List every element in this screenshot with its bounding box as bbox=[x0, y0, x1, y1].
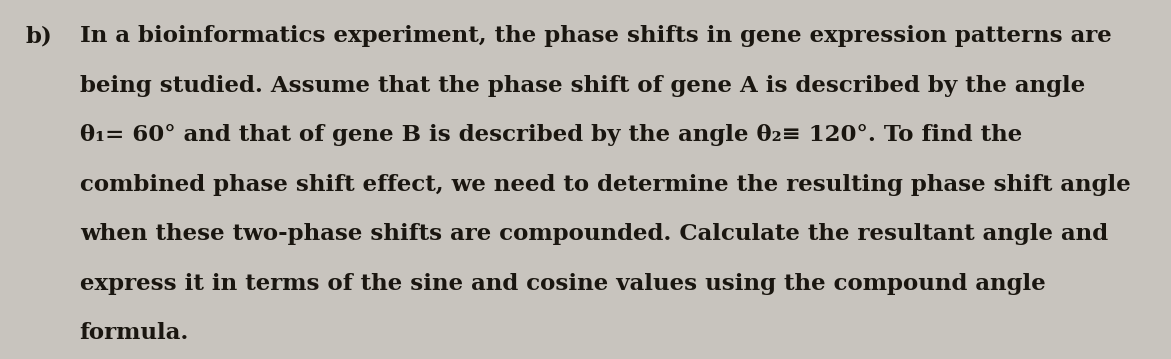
Text: In a bioinformatics experiment, the phase shifts in gene expression patterns are: In a bioinformatics experiment, the phas… bbox=[80, 25, 1111, 47]
Text: θ₁= 60° and that of gene B is described by the angle θ₂≡ 120°. To find the: θ₁= 60° and that of gene B is described … bbox=[80, 124, 1022, 146]
Text: express it in terms of the sine and cosine values using the compound angle: express it in terms of the sine and cosi… bbox=[80, 273, 1046, 295]
Text: formula.: formula. bbox=[80, 322, 189, 344]
Text: being studied. Assume that the phase shift of gene A is described by the angle: being studied. Assume that the phase shi… bbox=[80, 75, 1084, 97]
Text: b): b) bbox=[26, 25, 53, 47]
Text: combined phase shift effect, we need to determine the resulting phase shift angl: combined phase shift effect, we need to … bbox=[80, 174, 1130, 196]
Text: when these two-phase shifts are compounded. Calculate the resultant angle and: when these two-phase shifts are compound… bbox=[80, 223, 1108, 245]
